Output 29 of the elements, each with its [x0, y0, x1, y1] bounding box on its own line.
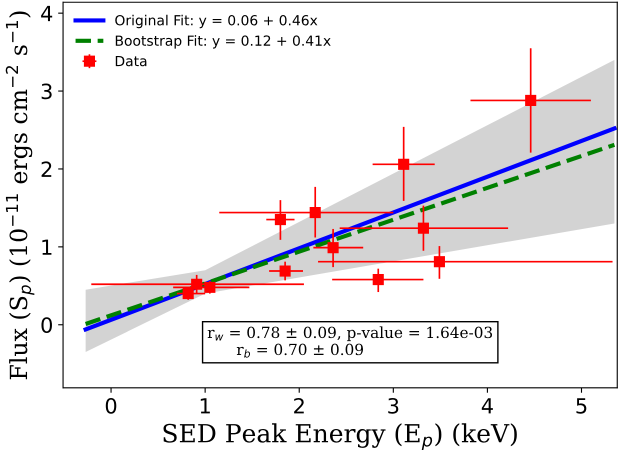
point [274, 214, 286, 226]
x-tick-label: 1 [200, 398, 210, 414]
point [191, 278, 202, 290]
annotation: r$_{w}$ = 0.78 ± 0.09, p-value = 1.64e-03 r$_{b}$ = 0.70 ± 0.09 [208, 326, 492, 358]
x-tick-label: 0 [106, 398, 116, 414]
point [398, 158, 410, 170]
y-tick-label: 4 [41, 6, 52, 22]
legend-label: Data [116, 56, 146, 66]
legend-label: Original Fit: y = 0.06 + 0.46x [115, 14, 318, 28]
x-tick-label: 3 [388, 398, 398, 414]
x-tick-label: 4 [482, 398, 493, 414]
x-tick-label: 2 [294, 398, 304, 414]
point [418, 222, 429, 234]
y-tick-label: 0 [41, 317, 52, 333]
text: Flux (S$_{p}$) (10$^{−11}$ ergs cm$^{−2}$ s$^{−1}$) [6, 12, 34, 380]
point [204, 282, 216, 293]
point [280, 265, 291, 277]
point [328, 242, 339, 254]
point [434, 256, 445, 268]
x-tick-label: 5 [576, 398, 586, 414]
x-axis-title: SED Peak Energy (E$_{p}$) (keV) [164, 423, 517, 450]
legend-label: Bootstrap Fit: y = 0.12 + 0.41x [116, 35, 331, 49]
point [182, 288, 194, 300]
y-tick-label: 1 [42, 240, 52, 255]
point [525, 94, 536, 106]
point [372, 274, 384, 286]
y-tick-label: 3 [42, 84, 52, 100]
point [310, 207, 321, 218]
y-tick-label: 2 [42, 161, 52, 177]
